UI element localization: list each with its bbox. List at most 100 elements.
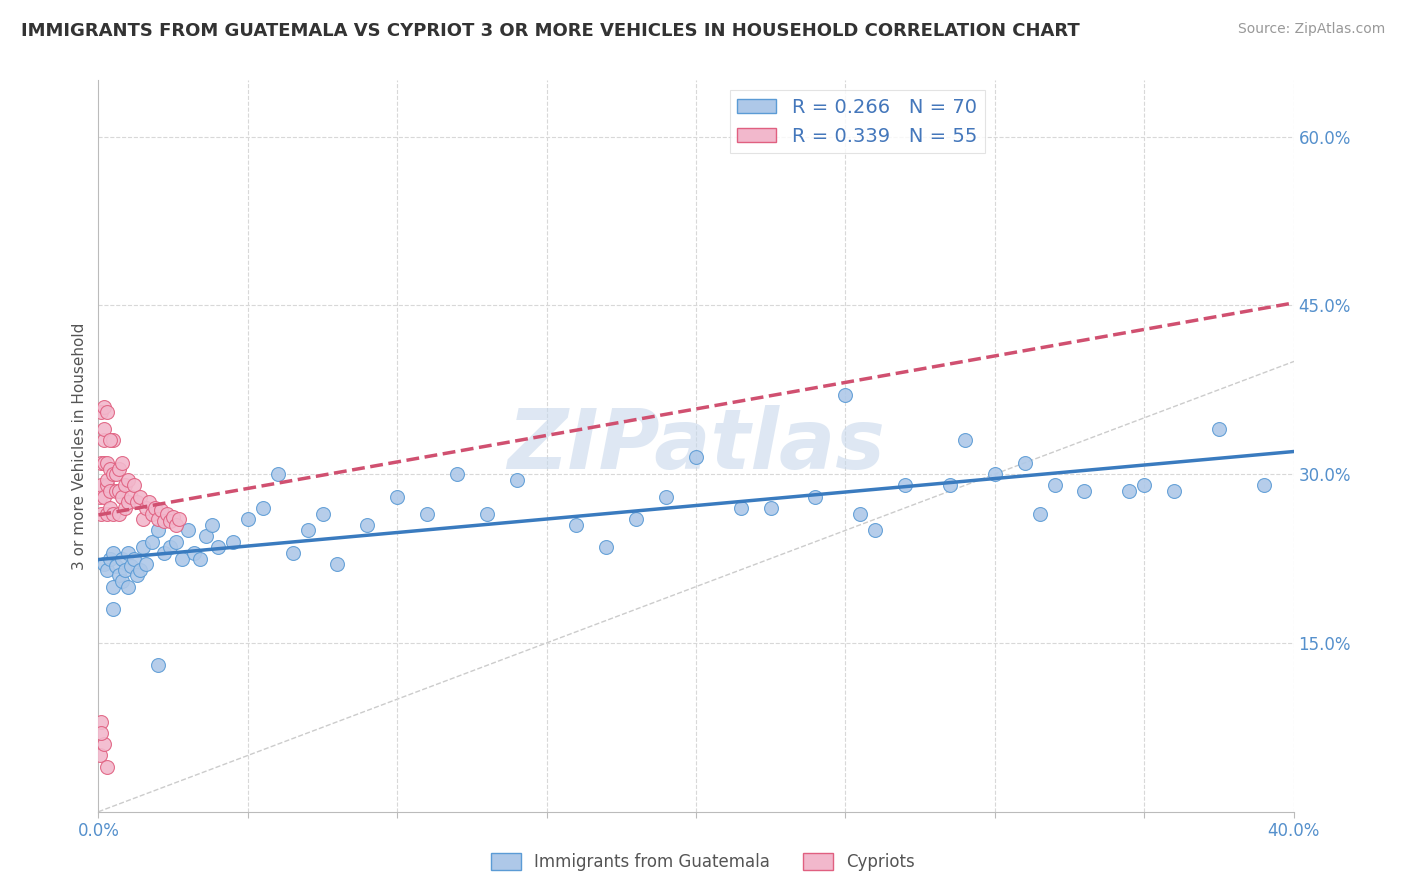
Point <box>165 517 187 532</box>
Point <box>1014 456 1036 470</box>
Point <box>124 551 146 566</box>
Point <box>222 534 245 549</box>
Point <box>103 434 125 448</box>
Point <box>759 500 782 515</box>
Point <box>108 507 131 521</box>
Point <box>129 490 152 504</box>
Point <box>127 568 149 582</box>
Point <box>804 490 827 504</box>
Point <box>195 529 218 543</box>
Y-axis label: 3 or more Vehicles in Household: 3 or more Vehicles in Household <box>72 322 87 570</box>
Point <box>281 546 304 560</box>
Point <box>90 714 112 729</box>
Point <box>267 467 290 482</box>
Point <box>93 490 115 504</box>
Point <box>849 507 872 521</box>
Point <box>141 534 163 549</box>
Point <box>865 524 887 538</box>
Point <box>207 541 229 555</box>
Point <box>89 748 111 763</box>
Point <box>159 541 181 555</box>
Point <box>111 490 134 504</box>
Point <box>132 541 155 555</box>
Point <box>96 473 118 487</box>
Point <box>117 495 139 509</box>
Point <box>93 737 115 751</box>
Point <box>685 450 707 465</box>
Point <box>201 517 224 532</box>
Point <box>103 602 125 616</box>
Point <box>150 503 173 517</box>
Point <box>93 434 115 448</box>
Point <box>93 422 115 436</box>
Point <box>153 546 176 560</box>
Point <box>1118 483 1140 498</box>
Text: ZIPatlas: ZIPatlas <box>508 406 884 486</box>
Point <box>148 658 170 673</box>
Point <box>117 580 139 594</box>
Point <box>1208 422 1230 436</box>
Point <box>103 507 125 521</box>
Point <box>89 490 111 504</box>
Point <box>311 507 333 521</box>
Point <box>93 557 115 571</box>
Point <box>953 434 976 448</box>
Point <box>98 500 122 515</box>
Point <box>96 563 118 577</box>
Point <box>90 456 112 470</box>
Point <box>165 534 187 549</box>
Point <box>90 726 112 740</box>
Point <box>183 546 205 560</box>
Point <box>108 483 131 498</box>
Point <box>105 467 128 482</box>
Point <box>127 495 149 509</box>
Point <box>117 473 139 487</box>
Point <box>894 478 917 492</box>
Point <box>90 478 112 492</box>
Point <box>129 563 152 577</box>
Point <box>416 507 439 521</box>
Point <box>159 515 181 529</box>
Point <box>475 507 498 521</box>
Point <box>98 483 122 498</box>
Point <box>141 507 163 521</box>
Point <box>595 541 617 555</box>
Point <box>1028 507 1050 521</box>
Point <box>148 512 170 526</box>
Point <box>98 461 122 475</box>
Point <box>506 473 529 487</box>
Point <box>105 483 128 498</box>
Point <box>297 524 319 538</box>
Point <box>626 512 648 526</box>
Point <box>138 495 160 509</box>
Point <box>1163 483 1185 498</box>
Point <box>96 478 118 492</box>
Point <box>565 517 588 532</box>
Point <box>90 405 112 419</box>
Point <box>135 500 157 515</box>
Point <box>1253 478 1275 492</box>
Point <box>103 580 125 594</box>
Text: IMMIGRANTS FROM GUATEMALA VS CYPRIOT 3 OR MORE VEHICLES IN HOUSEHOLD CORRELATION: IMMIGRANTS FROM GUATEMALA VS CYPRIOT 3 O… <box>21 22 1080 40</box>
Point <box>108 461 131 475</box>
Point <box>172 551 194 566</box>
Point <box>114 563 136 577</box>
Point <box>96 456 118 470</box>
Point <box>135 557 157 571</box>
Point <box>156 507 179 521</box>
Point <box>188 551 211 566</box>
Point <box>103 467 125 482</box>
Point <box>117 546 139 560</box>
Point <box>105 559 128 574</box>
Legend: R = 0.266   N = 70, R = 0.339   N = 55: R = 0.266 N = 70, R = 0.339 N = 55 <box>730 90 986 153</box>
Point <box>655 490 678 504</box>
Point <box>114 478 136 492</box>
Point <box>939 478 962 492</box>
Point <box>108 568 131 582</box>
Point <box>111 456 134 470</box>
Point <box>98 434 122 448</box>
Point <box>114 500 136 515</box>
Point <box>385 490 409 504</box>
Point <box>984 467 1007 482</box>
Point <box>1133 478 1156 492</box>
